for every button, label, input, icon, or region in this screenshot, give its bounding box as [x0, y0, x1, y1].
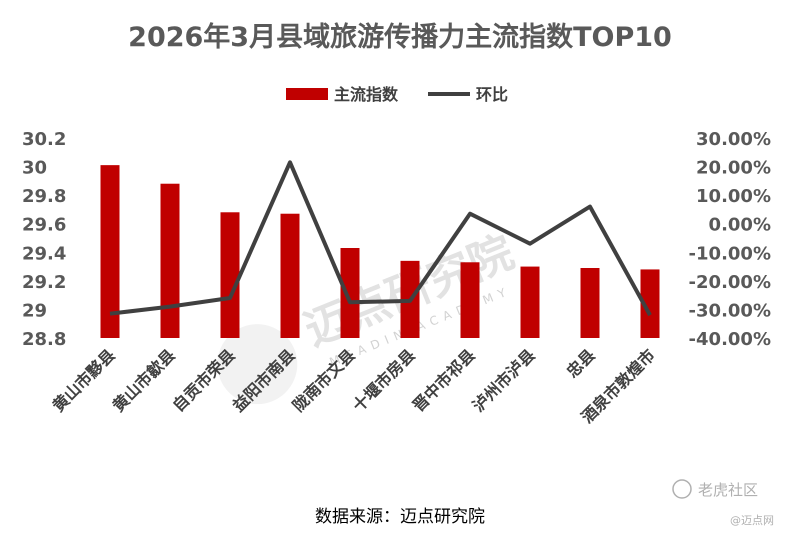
left-tick-label: 28.8: [22, 329, 66, 350]
right-tick-label: 10.00%: [696, 186, 771, 207]
bar: [160, 183, 180, 338]
watermark-logo-icon: [217, 324, 298, 405]
right-tick-label: -10.00%: [689, 243, 771, 264]
left-axis: 30.2 30 29.8 29.6 29.4 29.2 29 28.8: [22, 129, 66, 350]
legend-bar-swatch: [286, 88, 328, 100]
right-tick-label: 0.00%: [709, 215, 771, 236]
bar: [220, 212, 240, 338]
bar: [580, 268, 600, 338]
right-tick-label: 20.00%: [696, 158, 771, 179]
right-tick-label: -40.00%: [689, 329, 771, 350]
left-tick-label: 29: [22, 300, 47, 321]
left-tick-label: 29.6: [22, 215, 66, 236]
legend-line-label: 环比: [476, 85, 508, 104]
right-axis: 30.00% 20.00% 10.00% 0.00% -10.00% -20.00% -30…: [689, 129, 771, 350]
left-tick-label: 29.2: [22, 272, 66, 293]
legend: 主流指数 环比: [286, 85, 508, 104]
trend-line: [109, 160, 652, 317]
left-tick-label: 30: [22, 158, 47, 179]
legend-bar-label: 主流指数: [334, 85, 399, 104]
category-label: 忠县: [563, 345, 599, 381]
left-tick-label: 29.4: [22, 243, 66, 264]
source-note: 数据来源：迈点研究院: [315, 507, 485, 527]
right-tick-label: 30.00%: [696, 129, 771, 150]
bar: [640, 269, 660, 338]
left-tick-label: 29.8: [22, 186, 66, 207]
corner-watermark-text: 老虎社区: [698, 481, 758, 499]
corner-logo-icon: [672, 479, 692, 499]
chart-title: 2026年3月县域旅游传播力主流指数TOP10: [128, 21, 672, 53]
bar: [340, 248, 360, 338]
bar: [520, 266, 540, 338]
bar: [460, 262, 480, 338]
category-axis: 黄山市黟县黄山市歙县自贡市荣县益阳市南县陇南市文县十堰市房县晋中市祁县泸州市泸县…: [49, 345, 659, 426]
left-tick-label: 30.2: [22, 129, 66, 150]
category-label: 黄山市歙县: [109, 345, 179, 415]
corner-watermark-subtext: @迈点网: [730, 514, 774, 527]
right-tick-label: -30.00%: [689, 300, 771, 321]
bar: [100, 165, 120, 338]
category-label: 晋中市祁县: [409, 345, 479, 415]
category-label: 泸州市泸县: [469, 345, 539, 415]
corner-watermark: 老虎社区 @迈点网: [672, 479, 774, 527]
category-label: 黄山市黟县: [49, 345, 119, 415]
category-label: 陇南市文县: [289, 345, 359, 415]
bar: [280, 213, 300, 338]
line-series: [109, 160, 652, 317]
bar-series: [100, 165, 660, 338]
right-tick-label: -20.00%: [689, 272, 771, 293]
